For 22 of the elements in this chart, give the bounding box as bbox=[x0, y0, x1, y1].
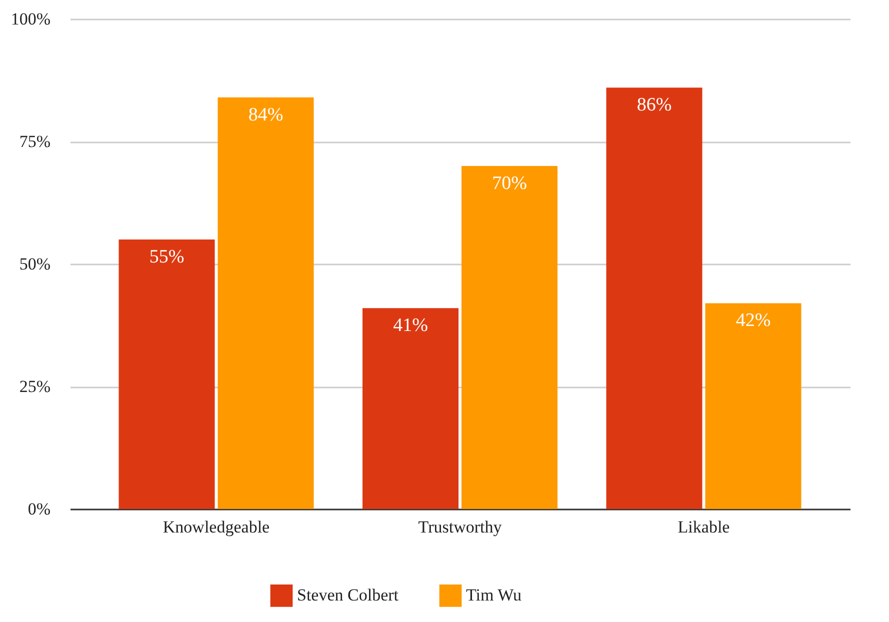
data-label: 42% bbox=[736, 310, 771, 332]
bar bbox=[118, 240, 215, 509]
bar bbox=[705, 303, 802, 509]
bar bbox=[362, 308, 459, 509]
y-tick-label: 50% bbox=[19, 254, 50, 274]
bar bbox=[461, 166, 558, 509]
data-label: 41% bbox=[393, 315, 428, 336]
y-tick-label: 25% bbox=[19, 377, 50, 396]
legend-label: Steven Colbert bbox=[297, 586, 399, 605]
bar bbox=[218, 97, 314, 509]
legend-label: Tim Wu bbox=[466, 586, 522, 605]
data-label: 84% bbox=[248, 104, 284, 126]
data-label: 86% bbox=[636, 94, 672, 116]
bar bbox=[606, 88, 702, 509]
data-label: 70% bbox=[492, 173, 528, 194]
x-tick-label: Knowledgeable bbox=[162, 518, 270, 536]
x-tick-label: Trustworthy bbox=[418, 518, 502, 536]
data-label: 55% bbox=[149, 246, 184, 268]
x-tick-label: Likable bbox=[678, 518, 730, 536]
y-tick-label: 100% bbox=[10, 10, 50, 28]
y-tick-label: 75% bbox=[19, 132, 50, 151]
y-tick-label: 0% bbox=[28, 500, 50, 518]
